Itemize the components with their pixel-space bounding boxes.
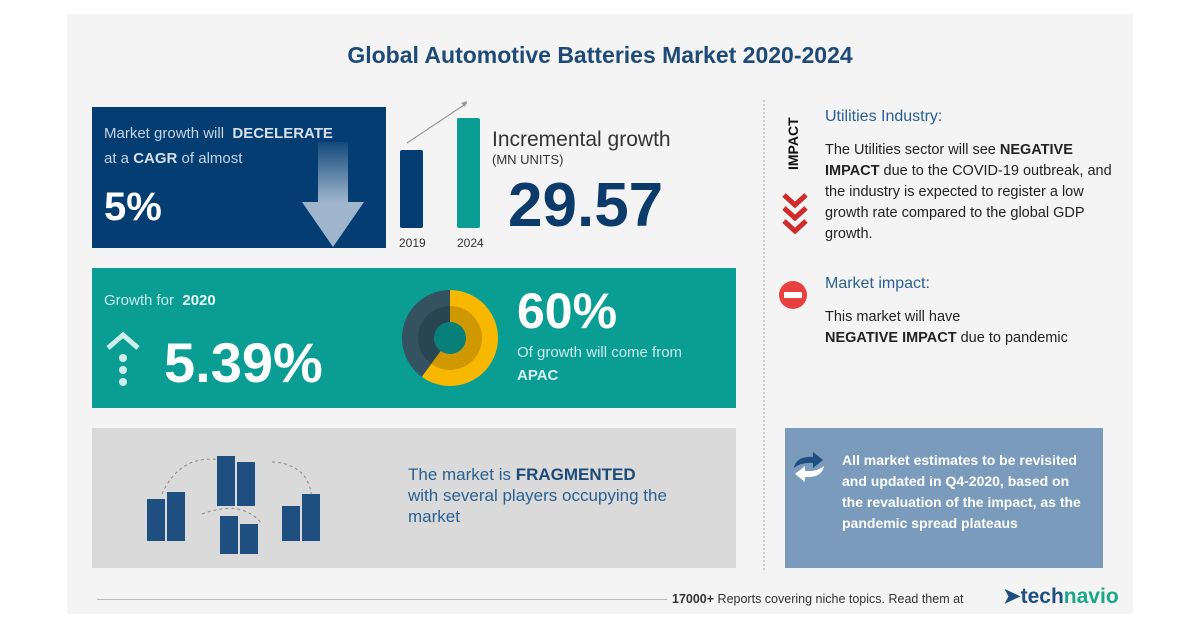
minus-circle-icon xyxy=(779,281,807,309)
incremental-unit: (MN UNITS) xyxy=(492,152,564,167)
incremental-value: 29.57 xyxy=(508,171,664,240)
growth-box: Growth for 2020 5.39% 60% Of growth will… xyxy=(92,268,736,408)
bar-label-2019: 2019 xyxy=(399,236,426,250)
market-impact-text: This market will have NEGATIVE IMPACT due… xyxy=(825,309,1068,346)
utilities-head: Utilities Industry: xyxy=(825,108,943,125)
growth-value: 5.39% xyxy=(164,331,323,394)
region-text: Of growth will come from xyxy=(517,344,683,361)
divider xyxy=(763,100,765,570)
fragmented-box: The market is FRAGMENTED with several pla… xyxy=(92,428,736,568)
technavio-logo[interactable]: ➤technavio xyxy=(1003,585,1119,608)
arrow-up-dotted-icon xyxy=(106,331,140,386)
buildings-icon xyxy=(147,456,320,554)
chevrons-down-icon xyxy=(782,193,808,235)
footer-line xyxy=(97,599,667,600)
growth-label: Growth for 2020 xyxy=(104,292,216,309)
bar-2024 xyxy=(457,118,480,228)
cagr-line2: at a CAGR of almost xyxy=(104,150,243,167)
update-note-box: All market estimates to be revisited and… xyxy=(785,428,1103,568)
bar-label-2024: 2024 xyxy=(457,236,484,250)
impact-vertical-label: IMPACT xyxy=(785,117,801,170)
trend-arrow xyxy=(406,102,468,144)
donut-inner-apac xyxy=(431,306,482,370)
incremental-title: Incremental growth xyxy=(492,128,671,151)
footer-text: 17000+ Reports covering niche topics. Re… xyxy=(672,592,964,606)
bar-2019 xyxy=(400,150,423,228)
donut-inner-rest xyxy=(418,306,450,364)
region-name: APAC xyxy=(517,367,559,384)
cagr-line1: Market growth will DECELERATE xyxy=(104,125,333,142)
market-impact-head: Market impact: xyxy=(825,275,930,292)
refresh-icon xyxy=(794,452,824,482)
cagr-value: 5% xyxy=(104,185,162,229)
region-donut xyxy=(402,290,498,386)
region-share: 60% xyxy=(517,283,618,339)
arrow-down-icon xyxy=(302,142,364,247)
utilities-text: The Utilities sector will see NEGATIVE I… xyxy=(825,142,1112,242)
donut-center xyxy=(434,322,466,354)
fragmented-text: The market is FRAGMENTED with several pla… xyxy=(408,465,667,526)
page-title: Global Automotive Batteries Market 2020-… xyxy=(347,42,853,68)
update-note: All market estimates to be revisited and… xyxy=(842,452,1081,531)
incremental-bars xyxy=(400,101,480,228)
cagr-box: Market growth will DECELERATE at a CAGR … xyxy=(92,107,386,248)
